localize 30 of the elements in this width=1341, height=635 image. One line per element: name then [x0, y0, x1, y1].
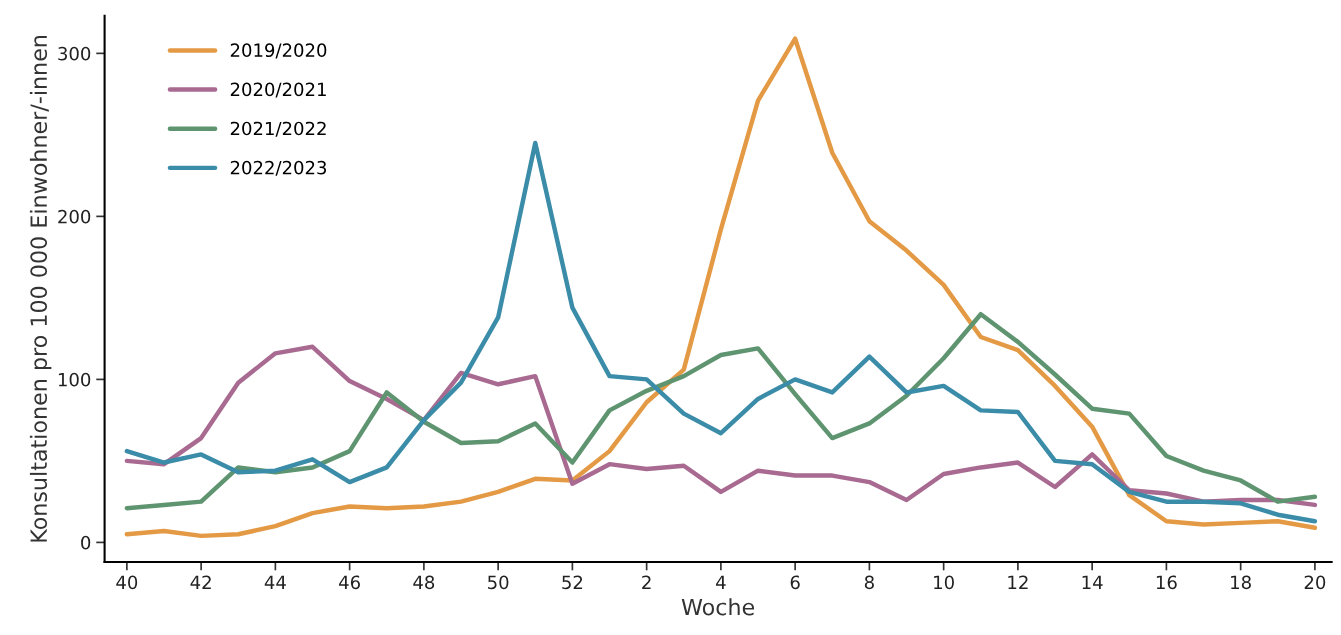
x-tick-label: 40 [116, 575, 138, 590]
x-tick-label: 14 [1082, 575, 1103, 589]
x-tick-label: 10 [934, 575, 954, 590]
legend-label: 2022/2023 [230, 160, 327, 176]
x-tick-label: 46 [339, 575, 360, 590]
x-tick-label: 16 [1156, 575, 1177, 590]
x-tick-label: 18 [1231, 575, 1251, 590]
legend-label: 2020/2021 [230, 82, 326, 98]
x-tick-label: 48 [413, 575, 435, 590]
y-tick-label: 300 [58, 46, 91, 61]
y-tick-label: 0 [81, 535, 91, 550]
x-tick-label: 2 [642, 575, 651, 589]
x-tick-label: 44 [264, 575, 286, 589]
legend-label: 2019/2020 [230, 43, 327, 59]
x-tick-label: 52 [562, 575, 583, 590]
y-tick-label: 100 [58, 372, 91, 387]
x-tick-label: 12 [1008, 575, 1028, 589]
x-tick-label: 4 [716, 575, 726, 589]
line-series [124, 311, 1318, 511]
y-tick-label: 200 [58, 209, 91, 224]
line-series [124, 36, 1318, 539]
x-axis-title: Woche [681, 598, 755, 616]
line-series [124, 140, 1318, 524]
x-tick-label: 8 [864, 575, 874, 590]
x-tick-label: 42 [190, 575, 211, 589]
x-tick-label: 6 [790, 575, 800, 590]
x-tick-label: 20 [1304, 575, 1326, 590]
x-tick-label: 50 [488, 575, 509, 590]
y-axis-title: Konsultationen pro 100 000 Einwohner/-innen [29, 35, 52, 542]
legend-label: 2021/2022 [230, 121, 326, 137]
